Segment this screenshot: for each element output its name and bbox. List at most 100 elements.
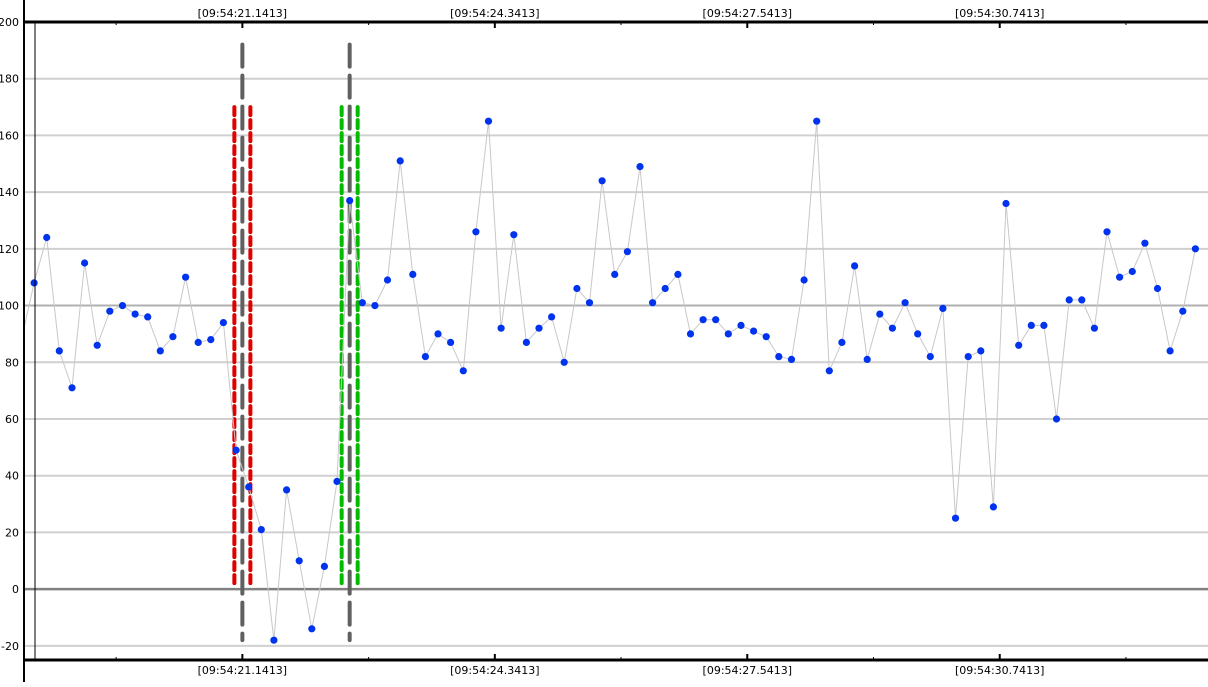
data-point [93,341,101,349]
y-tick-label: -20 [1,640,19,653]
data-point [1191,245,1199,253]
data-point [320,562,328,571]
data-point [686,330,695,338]
data-point [724,330,732,338]
data-point [1090,324,1098,332]
data-point [611,270,619,278]
y-tick-label: 100 [0,300,19,313]
data-point [598,177,606,185]
data-point [421,353,429,361]
x-tick-label-top: [09:54:21.1413] [198,7,287,20]
data-point [661,284,669,293]
data-point [68,384,76,392]
data-point [548,313,556,321]
data-point [484,117,493,125]
data-point [636,163,644,171]
data-point [194,338,202,346]
data-point [863,355,871,363]
y-tick-label: 160 [0,129,19,142]
data-point [901,299,909,307]
x-tick-label-bottom: [09:54:30.7413] [955,664,1044,677]
data-point [1103,228,1111,236]
data-point [825,367,833,375]
data-point [497,324,505,332]
data-point [1153,284,1162,293]
x-tick-label-top: [09:54:24.3413] [450,7,539,20]
x-tick-label-bottom: [09:54:24.3413] [450,664,539,677]
x-tick-label-top: [09:54:30.7413] [955,7,1044,20]
y-tick-label: 0 [12,583,19,596]
data-points-layer [30,117,1199,644]
data-point [106,307,114,315]
data-point [169,333,177,341]
data-point [649,299,657,307]
data-point [914,330,922,338]
y-tick-label: 80 [5,356,19,369]
x-tick-label-bottom: [09:54:27.5413] [703,664,792,677]
data-point [1179,307,1187,315]
data-point [623,248,632,256]
data-point [800,276,808,284]
data-point [535,324,543,332]
y-tick-label: 20 [5,526,19,539]
data-point [813,117,821,125]
data-point [219,319,227,327]
data-point [447,338,455,346]
data-point [585,299,594,307]
series-line-layer [23,121,1196,641]
data-point [144,313,152,321]
x-tick-label-top: [09:54:27.5413] [703,7,792,20]
y-tick-label: 40 [5,470,19,483]
data-point [522,338,531,346]
data-point [951,514,960,522]
data-point [573,284,581,293]
data-point [1040,321,1048,329]
data-point [346,197,354,205]
data-point [156,347,164,355]
grid-layer [24,21,1208,647]
data-point [308,625,316,633]
data-point [787,355,796,363]
data-point [459,367,467,375]
y-tick-label: 200 [0,16,19,29]
data-point [257,526,265,534]
y-tick-label: 180 [0,73,19,86]
data-point [1015,341,1023,349]
data-point [1128,267,1136,276]
y-tick-label: 60 [5,413,19,426]
series-line [23,121,1196,641]
data-point [434,330,442,338]
data-point [775,353,783,361]
data-point [396,157,404,165]
data-point [762,333,770,341]
data-point [964,353,972,361]
data-point [989,503,998,511]
data-point [1116,273,1124,281]
data-point [510,231,518,239]
data-point [333,477,341,485]
data-point [245,483,253,491]
data-point [1166,347,1174,355]
y-tick-label: 140 [0,186,19,199]
data-point [1141,239,1149,247]
x-tick-label-bottom: [09:54:21.1413] [198,664,287,677]
data-point [270,636,278,644]
y-tick-label: 120 [0,243,19,256]
data-point [232,446,240,454]
data-point [674,270,682,278]
data-point [888,324,897,332]
data-point [472,228,480,236]
data-point [977,347,985,355]
data-point [30,279,38,287]
data-point [43,233,51,242]
data-point [1027,321,1035,329]
data-point [939,304,947,312]
data-point [383,276,392,284]
data-point [207,336,215,344]
data-point [1078,296,1086,304]
data-point [283,486,291,494]
data-point [371,302,379,310]
